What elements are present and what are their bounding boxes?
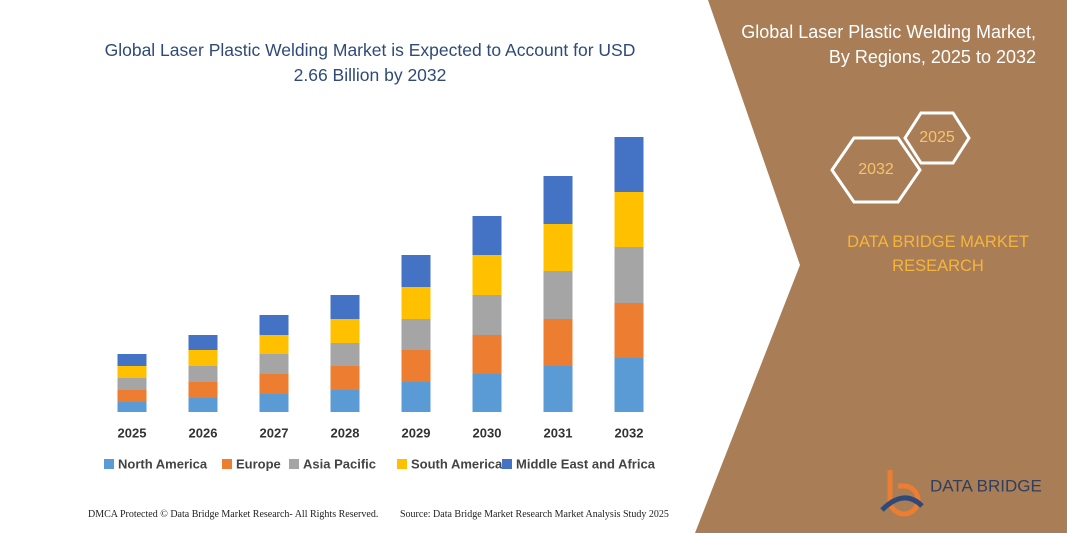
- legend-swatch: [289, 459, 299, 469]
- bar-segment: [188, 382, 218, 398]
- bar-segment: [472, 255, 502, 295]
- bar-segment: [188, 335, 218, 350]
- bar-segment: [543, 366, 573, 412]
- bar-segment: [401, 287, 431, 319]
- bar-segment: [543, 224, 573, 271]
- brand: DATA BRIDGE MARKET RESEARCH: [847, 233, 1029, 275]
- bar-segment: [330, 390, 360, 412]
- bar-segment: [259, 374, 289, 394]
- bar-segment: [188, 366, 218, 382]
- bar-segment: [401, 255, 431, 287]
- x-tick-label: 2029: [402, 425, 431, 440]
- footer-left: DMCA Protected © Data Bridge Market Rese…: [88, 509, 379, 520]
- logo-icon: [880, 495, 924, 512]
- bar-segment: [401, 319, 431, 350]
- bar-segment: [614, 137, 644, 192]
- bar-segment: [259, 354, 289, 374]
- legend-swatch: [222, 459, 232, 469]
- bar-segment: [259, 335, 289, 354]
- x-tick-label: 2028: [331, 425, 360, 440]
- legend-swatch: [502, 459, 512, 469]
- x-tick-label: 2027: [260, 425, 289, 440]
- legend-label: North America: [118, 456, 208, 471]
- bar-segment: [117, 402, 147, 412]
- legend-swatch: [397, 459, 407, 469]
- legend-label: Middle East and Africa: [516, 456, 656, 471]
- hex-year: 2032: [858, 161, 894, 178]
- hex-year: 2025: [919, 129, 955, 146]
- bar-segment: [330, 366, 360, 390]
- bar-segment: [614, 358, 644, 412]
- bar-segment: [472, 216, 502, 255]
- bar-segment: [330, 319, 360, 343]
- bar-segment: [614, 303, 644, 358]
- hexagon: [903, 111, 971, 165]
- bar-segment: [188, 398, 218, 412]
- bar-segment: [401, 382, 431, 412]
- footer-right: Source: Data Bridge Market Research Mark…: [400, 509, 669, 520]
- bar-segment: [117, 390, 147, 402]
- legend-label: Asia Pacific: [303, 456, 376, 471]
- chart-title: Global Laser Plastic Welding Market is E…: [104, 40, 636, 85]
- bar-segment: [472, 374, 502, 412]
- bar-segment: [117, 378, 147, 390]
- bar-segment: [330, 295, 360, 319]
- x-tick-label: 2032: [615, 425, 644, 440]
- x-tick-label: 2031: [544, 425, 573, 440]
- legend-label: South America: [411, 456, 503, 471]
- logo-text: DATA BRIDGE: [930, 476, 1042, 495]
- bar-segment: [330, 343, 360, 366]
- bar-segment: [614, 247, 644, 303]
- legend-label: Europe: [236, 456, 281, 471]
- legend-swatch: [104, 459, 114, 469]
- bar-segment: [543, 319, 573, 366]
- bar-segment: [543, 271, 573, 319]
- bar-segment: [259, 315, 289, 335]
- hexagon: [830, 136, 922, 204]
- bar-segment: [401, 350, 431, 382]
- bar-segment: [472, 335, 502, 374]
- x-tick-label: 2026: [189, 425, 218, 440]
- bar-segment: [614, 192, 644, 247]
- side-title: Global Laser Plastic Welding Market, By …: [741, 22, 1036, 67]
- x-tick-label: 2030: [473, 425, 502, 440]
- bar-segment: [259, 394, 289, 412]
- bar-segment: [543, 176, 573, 224]
- bar-segment: [188, 350, 218, 366]
- logo-icon: [887, 470, 921, 517]
- side-panel-bg: [695, 0, 1067, 533]
- x-tick-label: 2025: [118, 425, 147, 440]
- bar-segment: [472, 295, 502, 335]
- bar-segment: [117, 366, 147, 378]
- bar-segment: [117, 354, 147, 366]
